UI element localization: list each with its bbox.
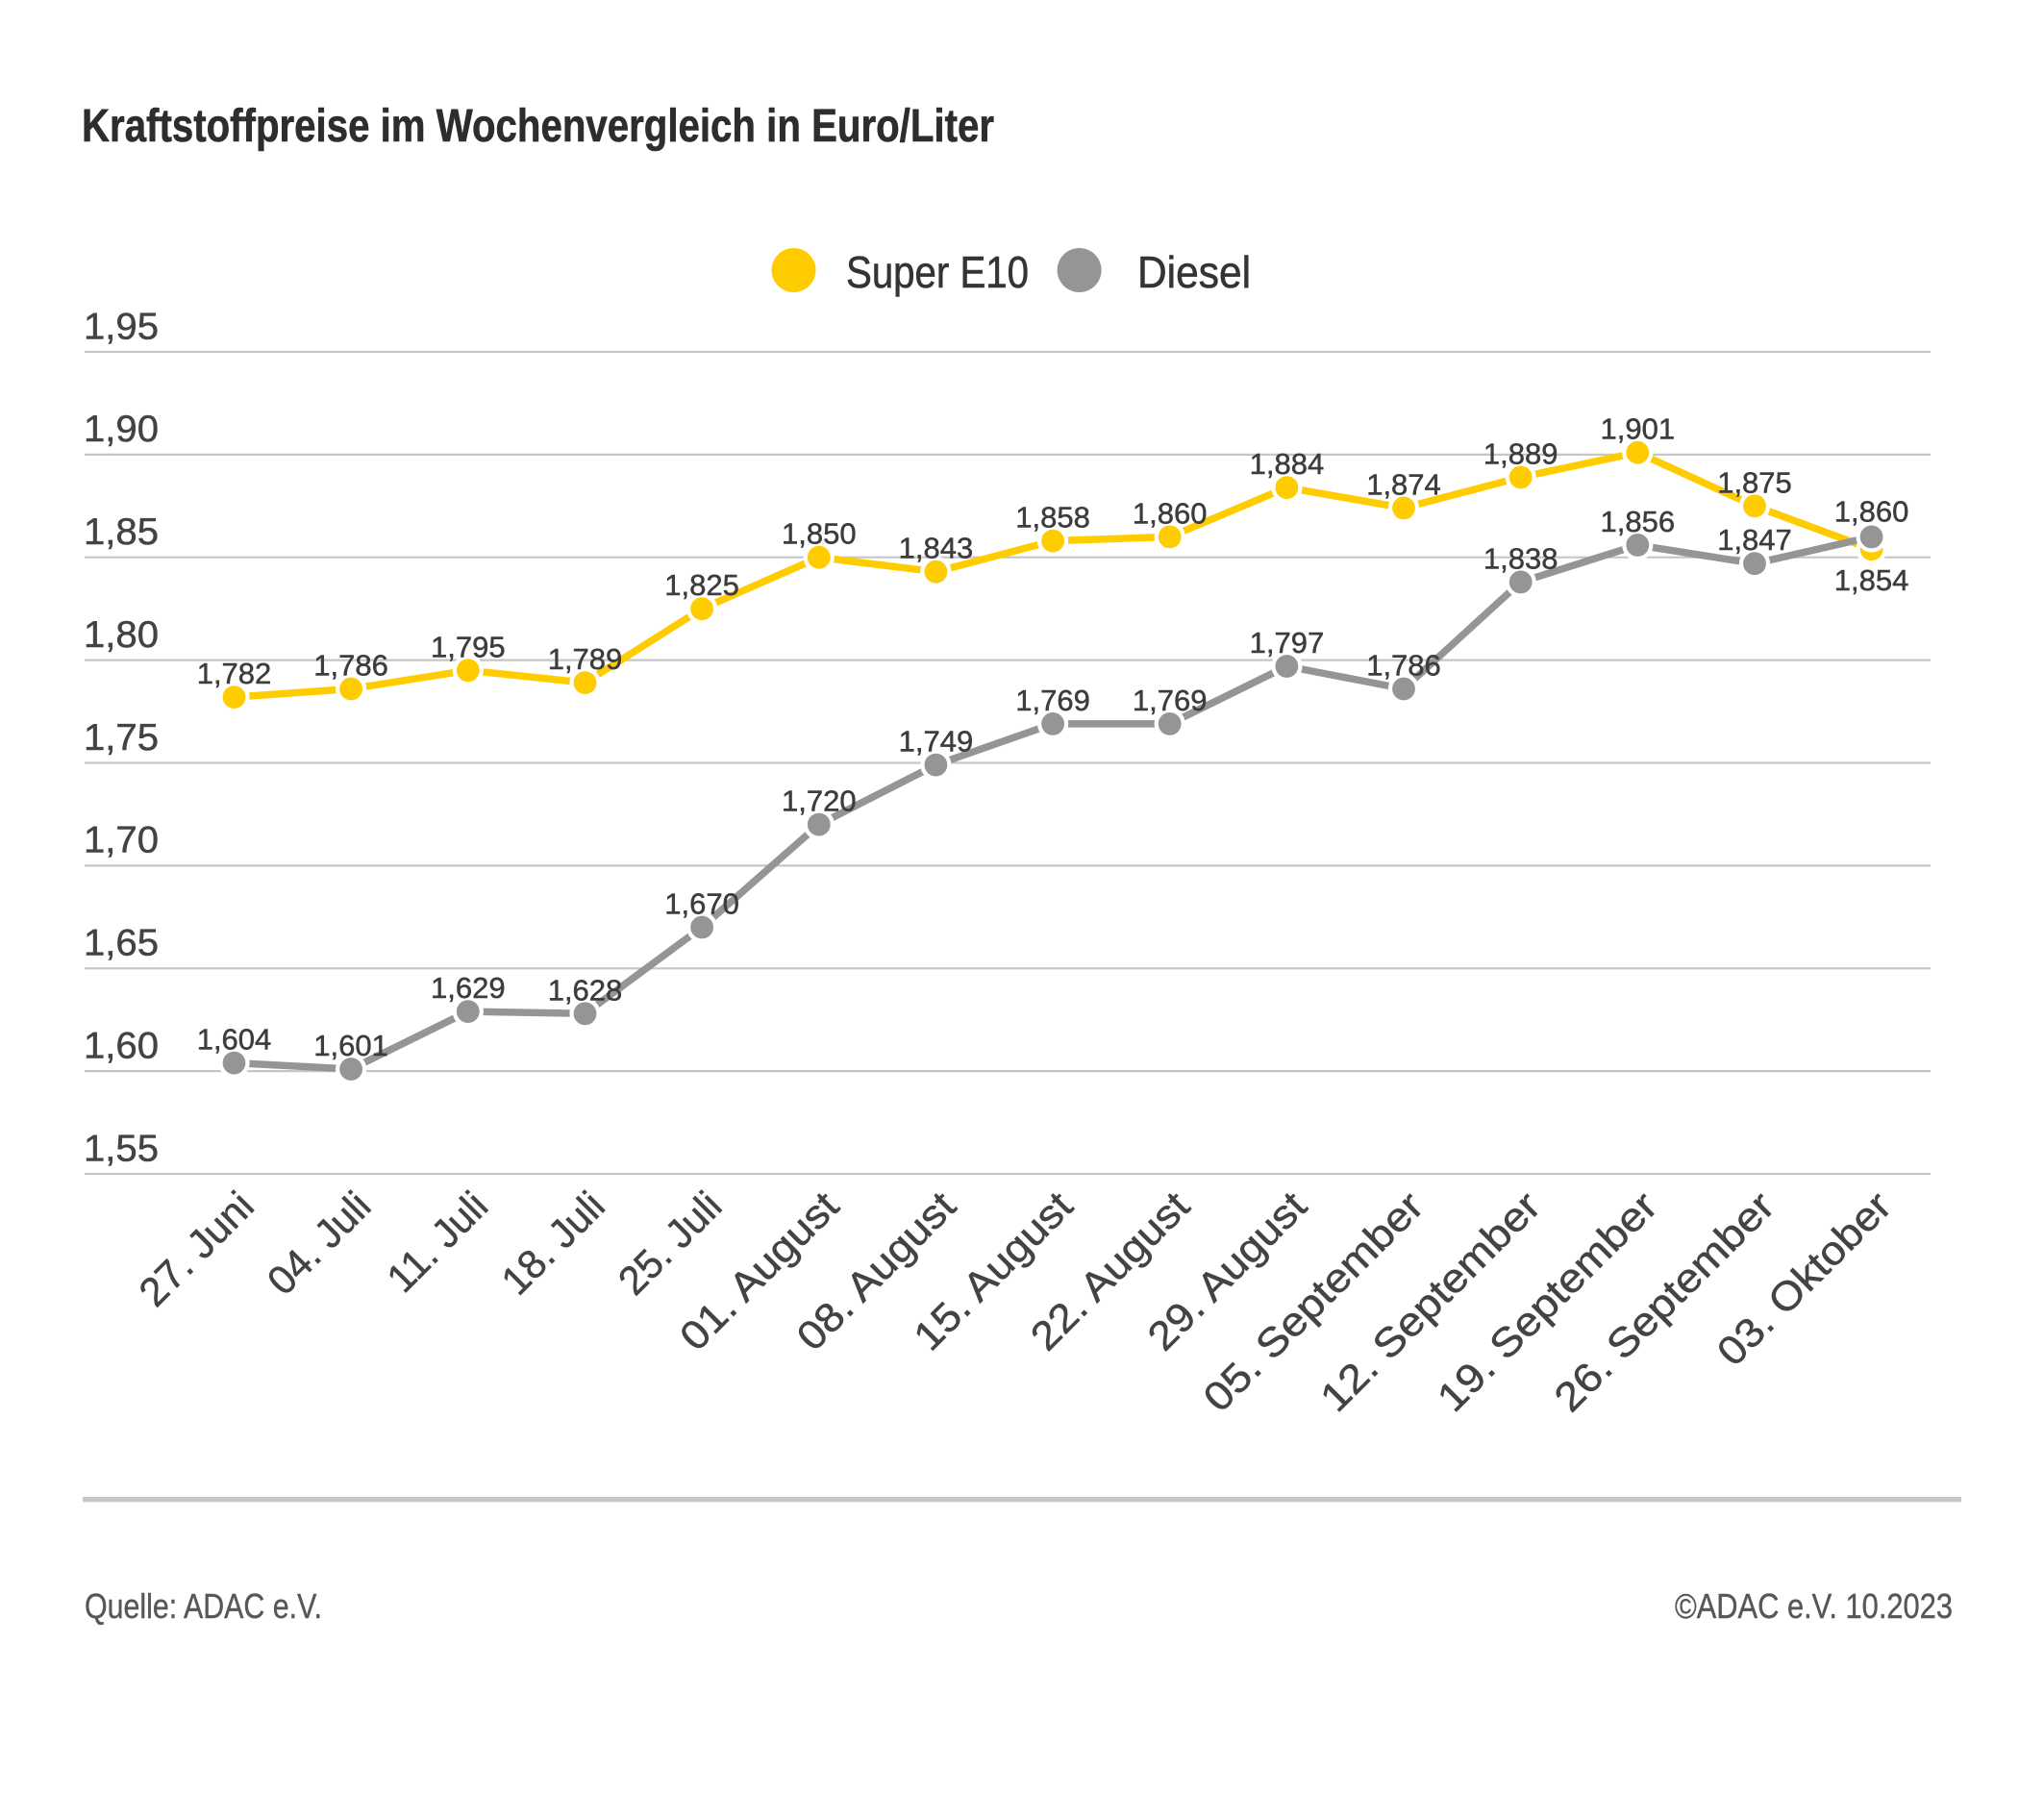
svg-text:1,850: 1,850 (782, 517, 857, 551)
svg-text:1,85: 1,85 (84, 511, 159, 553)
svg-text:1,95: 1,95 (84, 306, 159, 347)
svg-text:1,786: 1,786 (1366, 649, 1441, 683)
svg-text:1,60: 1,60 (84, 1025, 159, 1066)
svg-text:1,782: 1,782 (197, 657, 272, 690)
svg-text:1,847: 1,847 (1717, 523, 1792, 557)
svg-text:1,70: 1,70 (84, 820, 159, 861)
svg-text:Diesel: Diesel (1137, 247, 1251, 297)
svg-text:1,628: 1,628 (548, 973, 623, 1007)
svg-text:1,65: 1,65 (84, 923, 159, 964)
svg-text:1,720: 1,720 (782, 784, 857, 818)
svg-text:1,769: 1,769 (1133, 684, 1208, 717)
svg-text:1,825: 1,825 (664, 568, 739, 602)
svg-text:Kraftstoffpreise im Wochenverg: Kraftstoffpreise im Wochenvergleich in E… (82, 101, 994, 152)
svg-text:1,856: 1,856 (1601, 505, 1676, 538)
svg-text:1,80: 1,80 (84, 614, 159, 656)
svg-text:1,858: 1,858 (1015, 501, 1090, 535)
svg-text:1,854: 1,854 (1834, 563, 1909, 597)
svg-text:1,75: 1,75 (84, 717, 159, 759)
svg-text:1,604: 1,604 (197, 1023, 272, 1057)
svg-text:1,843: 1,843 (899, 532, 974, 565)
svg-text:1,875: 1,875 (1717, 465, 1792, 499)
svg-text:1,55: 1,55 (84, 1128, 159, 1169)
svg-text:1,601: 1,601 (313, 1029, 388, 1062)
svg-text:1,90: 1,90 (84, 409, 159, 450)
svg-text:1,901: 1,901 (1601, 412, 1676, 446)
svg-text:1,860: 1,860 (1834, 494, 1909, 528)
svg-text:1,629: 1,629 (431, 971, 506, 1005)
svg-text:1,769: 1,769 (1015, 684, 1090, 717)
svg-text:1,795: 1,795 (431, 630, 506, 663)
svg-text:1,889: 1,889 (1483, 436, 1558, 470)
svg-text:1,838: 1,838 (1483, 541, 1558, 575)
svg-text:1,874: 1,874 (1366, 467, 1441, 501)
svg-text:1,860: 1,860 (1133, 496, 1208, 530)
svg-text:1,749: 1,749 (899, 725, 974, 759)
svg-text:©ADAC e.V. 10.2023: ©ADAC e.V. 10.2023 (1675, 1586, 1953, 1626)
svg-text:1,786: 1,786 (313, 649, 388, 683)
svg-text:Super E10: Super E10 (846, 247, 1029, 297)
svg-text:Quelle: ADAC e.V.: Quelle: ADAC e.V. (85, 1586, 322, 1626)
svg-text:1,789: 1,789 (548, 642, 623, 676)
svg-text:1,670: 1,670 (664, 887, 739, 921)
svg-text:1,884: 1,884 (1250, 447, 1325, 481)
svg-text:1,797: 1,797 (1250, 626, 1325, 660)
